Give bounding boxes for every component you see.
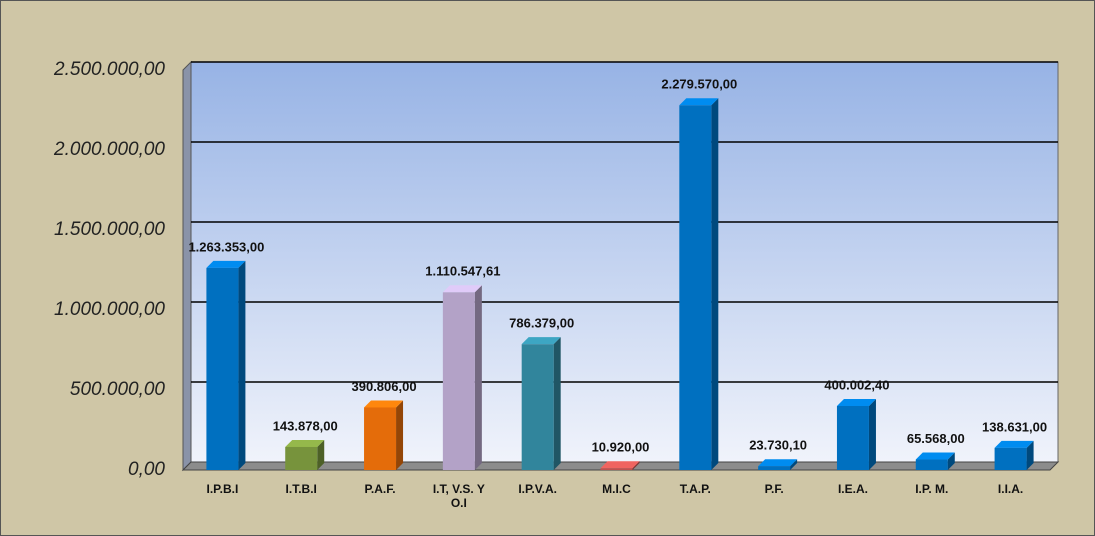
bar (994, 440, 1034, 470)
bar-top (600, 461, 640, 469)
x-tick-label: P.A.F. (364, 482, 396, 496)
bar-front (758, 466, 791, 470)
x-tick-label: I.T, V.S. Y O.I (432, 482, 485, 510)
y-tick-label: 0,00 (128, 459, 165, 480)
bar-side (632, 461, 640, 470)
x-tick-label-box: I.P. M. (915, 482, 949, 496)
x-tick-label-box: I.P.V.A. (518, 482, 558, 496)
x-tick-label-box: I.I.A. (997, 482, 1024, 496)
y-tick-label: 1.500.000,00 (54, 219, 165, 240)
y-tick-label: 2.500.000,00 (53, 59, 165, 80)
bar-side (711, 98, 719, 470)
y-tick-label: 2.000.000,00 (53, 139, 165, 160)
bar-front (206, 267, 239, 470)
bar-side (1026, 440, 1034, 470)
bar (679, 98, 719, 470)
x-tick-label-box: I.T.B.I (285, 482, 317, 496)
bar-front (285, 446, 318, 470)
side-wall (182, 60, 192, 472)
y-tick-label: 1.000.000,00 (54, 299, 165, 320)
bar-top (442, 285, 482, 293)
x-tick-label-box: I.T, V.S. Y O.I (432, 482, 485, 510)
data-label: 400.002,40 (824, 377, 889, 392)
bar-front (679, 105, 712, 470)
bar (285, 439, 325, 470)
bar (521, 337, 561, 470)
back-wall (190, 61, 1059, 463)
x-tick-label-box: I.P.B.I (206, 482, 239, 496)
data-label: 390.806,00 (352, 379, 417, 394)
bar-top (994, 440, 1034, 448)
bar (206, 260, 246, 470)
data-label: 786.379,00 (509, 316, 574, 331)
bar (600, 461, 640, 470)
bar (758, 459, 798, 470)
bar-side (947, 452, 955, 470)
bar-side (238, 260, 246, 470)
x-tick-label-box: T.A.P. (679, 482, 711, 496)
data-label: 2.279.570,00 (661, 77, 737, 92)
bar-side (868, 398, 876, 470)
bar-top (206, 260, 246, 268)
bar-front (600, 468, 633, 470)
x-tick-label: M.I.C (602, 482, 631, 496)
data-label: 10.920,00 (592, 440, 650, 455)
bar (915, 452, 955, 470)
data-label: 23.730,10 (749, 438, 807, 453)
x-tick-label: T.A.P. (679, 482, 711, 496)
y-tick-label: 500.000,00 (70, 379, 166, 400)
bar-top (836, 398, 876, 406)
bar (364, 400, 404, 470)
x-tick-label: I.I.A. (997, 482, 1024, 496)
x-tick-label-box: M.I.C (602, 482, 631, 496)
x-tick-label: I.P. M. (915, 482, 949, 496)
x-tick-label-box: P.A.F. (364, 482, 396, 496)
x-tick-label: I.P.V.A. (518, 482, 558, 496)
data-label: 1.110.547,61 (425, 264, 500, 279)
bar-front (994, 447, 1027, 470)
bar-side (790, 459, 798, 470)
data-label: 138.631,00 (982, 419, 1047, 434)
bar-top (521, 337, 561, 345)
x-tick-label: I.P.B.I (206, 482, 239, 496)
bar-side (396, 400, 404, 470)
bar-front (915, 459, 948, 470)
x-tick-label-box: I.E.A. (837, 482, 868, 496)
bar-top (679, 98, 719, 106)
x-tick-label: P.F. (764, 482, 784, 496)
bar-side (317, 439, 325, 470)
bar-front (836, 405, 869, 470)
x-tick-label-box: P.F. (764, 482, 784, 496)
data-label: 143.878,00 (273, 418, 338, 433)
bar-front (364, 407, 397, 470)
bar-side (553, 337, 561, 470)
bar-top (915, 452, 955, 460)
bar-top (364, 400, 404, 408)
x-tick-label: I.T.B.I (285, 482, 317, 496)
bar-side (474, 285, 482, 470)
x-tick-label: I.E.A. (837, 482, 868, 496)
bar-front (442, 292, 475, 470)
bar-top (285, 439, 325, 447)
bar-top (758, 459, 798, 467)
bar (442, 285, 482, 470)
data-label: 1.263.353,00 (188, 239, 264, 254)
data-label: 65.568,00 (907, 431, 965, 446)
bar (836, 398, 876, 470)
bar-front (521, 344, 554, 470)
